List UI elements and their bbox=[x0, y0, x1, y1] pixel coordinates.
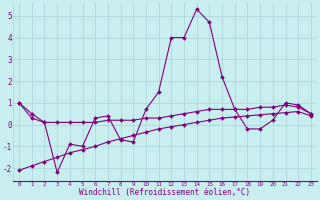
X-axis label: Windchill (Refroidissement éolien,°C): Windchill (Refroidissement éolien,°C) bbox=[79, 188, 251, 197]
